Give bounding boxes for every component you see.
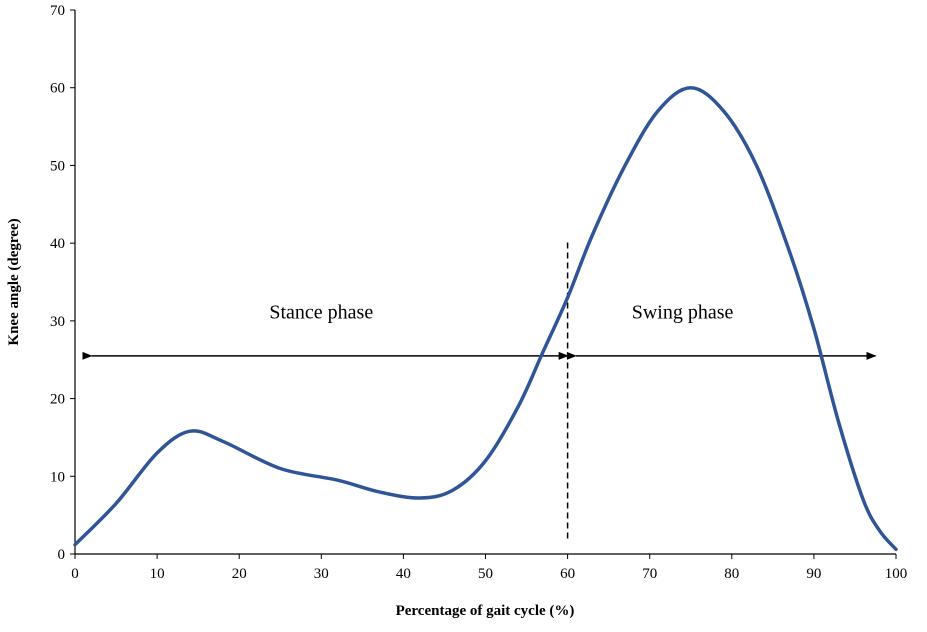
- y-tick-label: 20: [50, 392, 65, 408]
- y-axis-title: Knee angle (degree): [6, 218, 22, 345]
- y-tick-label: 50: [50, 158, 65, 174]
- y-tick-label: 0: [58, 547, 66, 563]
- y-tick-label: 10: [50, 469, 65, 485]
- x-tick-label: 0: [71, 566, 79, 582]
- x-tick-label: 40: [396, 566, 411, 582]
- x-tick-label: 30: [314, 566, 329, 582]
- knee-angle-line: [73, 85, 898, 552]
- x-tick-label: 20: [232, 566, 247, 582]
- x-tick-label: 100: [885, 566, 908, 582]
- y-tick-label: 40: [50, 236, 65, 252]
- stance-phase-label: Stance phase: [269, 302, 373, 324]
- y-tick-label: 30: [50, 314, 65, 330]
- x-tick-label: 80: [724, 566, 739, 582]
- x-tick-label: 60: [560, 566, 575, 582]
- x-tick-label: 70: [642, 566, 657, 582]
- x-tick-label: 10: [150, 566, 165, 582]
- x-tick-label: 90: [806, 566, 821, 582]
- x-axis-title: Percentage of gait cycle (%): [396, 603, 575, 619]
- y-axis-ticks: 0 10 20 30 40 50 60 70: [50, 3, 75, 563]
- y-tick-label: 60: [50, 81, 65, 97]
- swing-phase-label: Swing phase: [632, 302, 734, 324]
- x-tick-label: 50: [478, 566, 493, 582]
- x-axis-ticks: 0 10 20 30 40 50 60 70 80 90 100: [71, 554, 907, 582]
- y-tick-label: 70: [50, 3, 65, 19]
